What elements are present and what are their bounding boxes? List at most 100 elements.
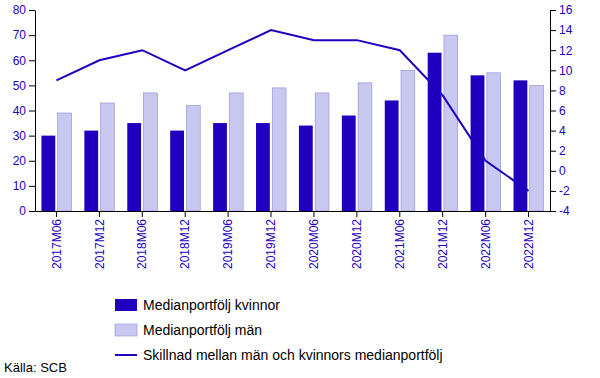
tick-label: 80 — [13, 3, 27, 17]
legend-entry: Medianportfölj män — [115, 322, 262, 338]
tick-mark — [56, 211, 57, 217]
tick-mark — [442, 211, 443, 217]
bar — [401, 70, 415, 211]
tick: 2021M06 — [393, 211, 407, 269]
tick-mark — [271, 211, 272, 217]
tick: 2018M12 — [178, 211, 192, 269]
tick-mark — [399, 211, 400, 217]
bar — [101, 103, 115, 211]
tick-label: 2017M12 — [93, 219, 107, 269]
axis-line — [35, 11, 36, 212]
tick-label: 10 — [13, 179, 27, 193]
bar — [144, 93, 158, 211]
tick: 2019M12 — [264, 211, 278, 269]
tick-mark — [29, 60, 35, 61]
tick-label: 60 — [13, 54, 27, 68]
bar — [84, 131, 98, 211]
tick: 2021M12 — [436, 211, 450, 269]
tick-label: 12 — [559, 44, 573, 58]
axis-line — [36, 211, 551, 212]
legend-label: Medianportfölj män — [143, 322, 262, 338]
tick-label: -2 — [559, 184, 570, 198]
tick: -4 — [550, 204, 570, 218]
chart: 01020304050607080-4-202468101214162017M0… — [0, 0, 600, 378]
bar — [170, 131, 184, 211]
legend-entry: Medianportfölj kvinnor — [115, 297, 280, 313]
tick: 8 — [550, 84, 566, 98]
tick-mark — [29, 211, 35, 212]
bar — [186, 105, 200, 211]
tick-label: 30 — [13, 129, 27, 143]
bar — [358, 83, 372, 211]
legend-swatch — [115, 299, 137, 311]
line — [56, 30, 528, 191]
tick: 10 — [13, 179, 35, 193]
tick: 2017M06 — [50, 211, 64, 269]
tick: 16 — [550, 3, 573, 17]
tick: 0 — [550, 164, 566, 178]
tick: 2022M12 — [522, 211, 536, 269]
y-axis: 0 10 20 30 40 50 60 70 80 — [13, 3, 36, 218]
tick: 30 — [13, 129, 35, 143]
tick: 2020M12 — [350, 211, 364, 269]
x-axis: 2017M06 2017M12 2018M06 2018M12 2019M06 2019M… — [36, 211, 551, 269]
bar — [256, 123, 270, 211]
tick: 2020M06 — [307, 211, 321, 269]
tick-mark — [29, 85, 35, 86]
tick-mark — [228, 211, 229, 217]
bar — [272, 88, 286, 211]
tick-mark — [313, 211, 314, 217]
plot: 01020304050607080-4-202468101214162017M0… — [13, 3, 573, 269]
legend-label: Medianportfölj kvinnor — [143, 297, 280, 313]
legend: Medianportfölj kvinnor Medianportfölj män… — [115, 297, 443, 363]
tick-label: 50 — [13, 79, 27, 93]
tick-mark — [550, 90, 556, 91]
tick-label: 2018M06 — [135, 219, 149, 269]
tick-mark — [29, 10, 35, 11]
tick: 80 — [13, 3, 35, 17]
bar — [530, 85, 544, 211]
tick-label: 0 — [559, 164, 566, 178]
tick-mark — [29, 35, 35, 36]
tick: 2019M06 — [221, 211, 235, 269]
bar — [41, 136, 55, 211]
tick-label: 2 — [559, 144, 566, 158]
y2-axis: -4-20246810121416 — [550, 3, 573, 218]
tick-label: 2019M06 — [221, 219, 235, 269]
tick-label: 2022M12 — [522, 219, 536, 269]
tick: 20 — [13, 154, 35, 168]
bar — [385, 100, 399, 211]
bar — [229, 93, 243, 211]
legend-swatch — [115, 354, 137, 356]
tick-label: 2020M06 — [307, 219, 321, 269]
tick-label: 2019M12 — [264, 219, 278, 269]
tick-label: 2022M06 — [479, 219, 493, 269]
tick-label: 2021M12 — [436, 219, 450, 269]
tick: 0 — [19, 204, 35, 218]
bar — [299, 126, 313, 211]
tick: 70 — [13, 28, 35, 42]
tick-mark — [185, 211, 186, 217]
tick-mark — [550, 131, 556, 132]
tick-mark — [550, 70, 556, 71]
tick-label: 4 — [559, 124, 566, 138]
bar — [213, 123, 227, 211]
bar — [471, 75, 485, 211]
bar — [315, 93, 329, 211]
bar — [58, 113, 72, 211]
bar-series — [58, 35, 544, 211]
tick-label: 2018M12 — [178, 219, 192, 269]
tick: 40 — [13, 104, 35, 118]
tick-mark — [528, 211, 529, 217]
tick-label: 0 — [19, 204, 26, 218]
marks — [41, 30, 543, 211]
bar — [342, 116, 356, 211]
tick-mark — [29, 111, 35, 112]
tick: 60 — [13, 54, 35, 68]
legend-label: Skillnad mellan män och kvinnors medianp… — [143, 347, 443, 363]
tick-mark — [99, 211, 100, 217]
tick-mark — [29, 186, 35, 187]
legend-swatch — [115, 324, 137, 336]
tick: 2018M06 — [135, 211, 149, 269]
tick-mark — [550, 50, 556, 51]
